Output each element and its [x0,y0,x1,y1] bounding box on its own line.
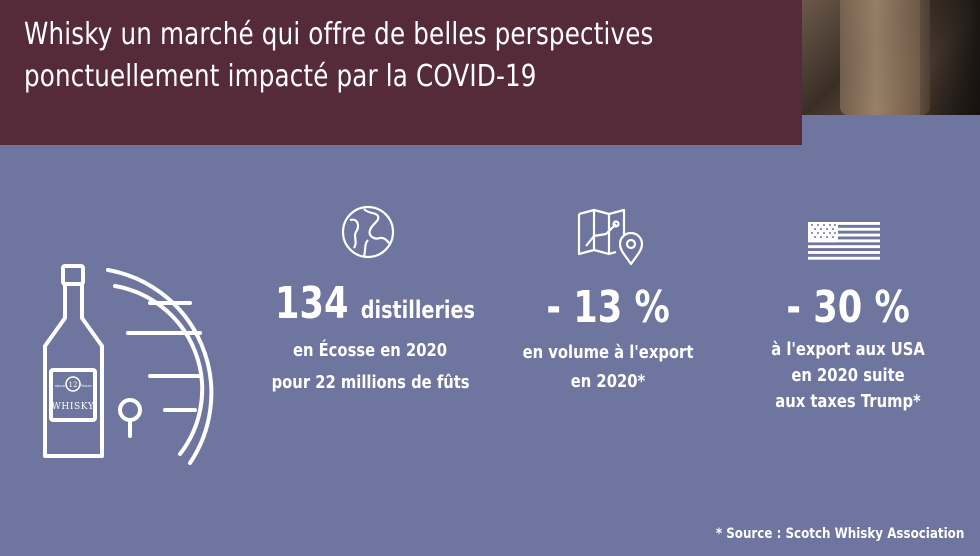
stat-export-volume-line-2: en 2020* [570,371,646,392]
stat-distilleries-suffix: distilleries [360,296,475,324]
title-band: Whisky un marché qui offre de belles per… [0,0,802,145]
title-line-1: Whisky un marché qui offre de belles per… [24,17,654,52]
stat-export-volume-value: - 13 % [546,282,670,333]
stat-distilleries-value: 134 [274,278,349,329]
stat-distilleries-headline: 134 distilleries [250,278,490,329]
whisky-bottle-icon: 12 since Years WHISKY [43,264,214,465]
stat-usa-export: - 30 % à l'export aux USA en 2020 suite … [738,282,958,415]
page-title: Whisky un marché qui offre de belles per… [24,14,784,98]
bottle-badge-number: 12 [69,381,78,389]
stat-distilleries: 134 distilleries en Écosse en 2020 pour … [250,278,490,399]
bottle-badge [65,376,81,392]
stat-export-volume-line-1: en volume à l'export [522,342,694,363]
stat-distilleries-line-2: pour 22 millions de fûts [271,372,470,393]
stat-usa-export-value: - 30 % [786,282,910,333]
whisky-cask-image [840,0,930,115]
source-note: * Source : Scotch Whisky Association [715,526,964,542]
stat-export-volume: - 13 % en volume à l'export en 2020* [498,282,718,395]
stat-usa-export-line-1: à l'export aux USA [771,339,925,360]
title-line-2: ponctuellement impacté par la COVID-19 [24,59,537,94]
stat-usa-export-line-2: en 2020 suite [791,365,905,386]
svg-text:since: since [55,383,66,388]
stat-distilleries-line-1: en Écosse en 2020 [292,340,448,361]
stat-usa-export-line-3: aux taxes Trump* [775,391,921,412]
map-route-icon [577,208,644,266]
globe-icon [341,205,395,259]
header-photo [800,0,980,115]
bottle-label: WHISKY [52,402,95,412]
usa-flag-icon [808,222,880,260]
svg-text:Years: Years [79,383,91,388]
